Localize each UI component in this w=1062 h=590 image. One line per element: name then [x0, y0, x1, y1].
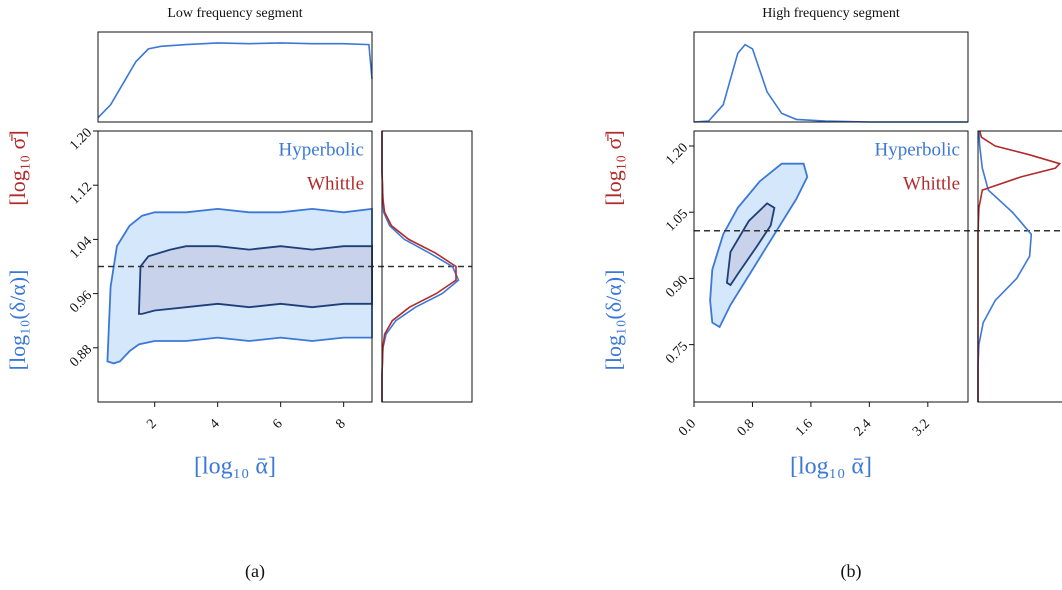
right-marginal-frame [977, 130, 1062, 403]
x-tick-label: 0.0 [676, 416, 699, 439]
legend-entry: Whittle [307, 173, 364, 194]
x-tick-label: 8 [333, 416, 349, 432]
x-tick-label: 2 [144, 416, 160, 432]
marginal-y-curve [381, 131, 457, 402]
main-frame [693, 130, 969, 403]
x-tick-label: 2.4 [851, 416, 874, 439]
y-axis-label: [log₁₀ σ̄] [601, 130, 626, 205]
marginal-x-curve [97, 42, 373, 119]
x-axis-label: [log₁₀ ᾱ] [790, 454, 872, 480]
y-tick-label: 1.12 [67, 180, 95, 208]
right-marginal-frame [381, 130, 473, 403]
contour [709, 162, 809, 329]
y-axis-label: [log₁₀ σ̄] [5, 130, 30, 205]
top-marginal-frame [97, 31, 373, 123]
panel-label: (b) [841, 561, 862, 582]
x-tick-label: 1.6 [793, 416, 816, 439]
marginal-x-curve [693, 43, 968, 123]
panel-title: Low frequency segment [167, 6, 302, 21]
y-tick-label: 1.20 [663, 141, 691, 169]
x-tick-label: 0.8 [735, 416, 758, 439]
legend-entry: Hyperbolic [279, 139, 364, 160]
panel-title: High frequency segment [762, 6, 900, 21]
x-tick-label: 4 [207, 416, 223, 432]
y-tick-label: 1.20 [67, 125, 95, 153]
panel-label: (a) [245, 561, 265, 582]
legend-entry: Whittle [903, 173, 960, 194]
x-axis-label: [log₁₀ ᾱ] [194, 454, 276, 480]
marginal-y-curve [977, 130, 1033, 402]
y-tick-label: 0.96 [67, 288, 95, 316]
x-tick-label: 6 [270, 416, 286, 432]
top-marginal-frame [693, 31, 969, 123]
y-tick-label: 1.04 [67, 234, 95, 262]
x-tick-label: 3.2 [910, 416, 933, 439]
y-tick-label: 0.88 [67, 342, 95, 370]
y-axis-label: [log₁₀(δ/α)] [5, 270, 30, 371]
y-axis-label: [log₁₀(δ/α)] [601, 270, 626, 371]
legend-entry: Hyperbolic [875, 139, 960, 160]
marginal-y-curve [977, 130, 1062, 402]
main-frame [97, 130, 373, 403]
y-tick-label: 1.05 [663, 207, 691, 235]
contour [725, 202, 776, 287]
y-tick-label: 0.75 [663, 339, 691, 367]
y-tick-label: 0.90 [663, 273, 691, 301]
contour [137, 245, 373, 315]
